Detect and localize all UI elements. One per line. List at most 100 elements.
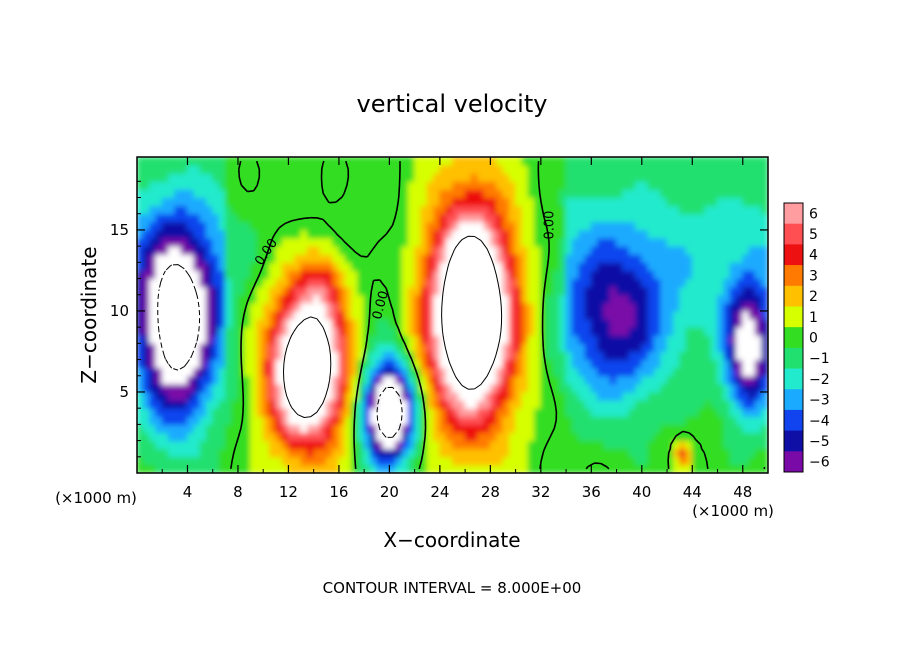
- heatmap-cell: [616, 205, 624, 215]
- heatmap-cell: [565, 261, 573, 271]
- heatmap-cell: [224, 448, 233, 458]
- heatmap-cell: [647, 440, 655, 450]
- heatmap-cell: [149, 448, 157, 458]
- heatmap-cell: [363, 269, 371, 280]
- heatmap-cell: [433, 221, 441, 231]
- heatmap-cell: [363, 188, 371, 199]
- heatmap-cell: [477, 383, 485, 393]
- heatmap-cell: [205, 367, 214, 377]
- heatmap-cell: [710, 415, 719, 425]
- heatmap-cell: [521, 448, 529, 458]
- heatmap-cell: [590, 448, 599, 458]
- heatmap-cell: [142, 294, 151, 304]
- heatmap-cell: [205, 269, 214, 280]
- heatmap-cell: [388, 448, 397, 458]
- heatmap-cell: [313, 342, 321, 352]
- heatmap-cell: [496, 253, 504, 263]
- heatmap-cell: [508, 302, 517, 312]
- heatmap-cell: [748, 326, 756, 336]
- heatmap-cell: [205, 456, 214, 466]
- heatmap-cell: [641, 350, 649, 361]
- heatmap-cell: [470, 286, 479, 296]
- heatmap-cell: [426, 221, 435, 231]
- heatmap-cell: [653, 261, 662, 271]
- heatmap-cell: [559, 157, 567, 166]
- heatmap-cell: [325, 440, 334, 450]
- heatmap-cell: [161, 221, 170, 231]
- heatmap-cell: [388, 229, 397, 239]
- heatmap-cell: [426, 342, 435, 352]
- heatmap-cell: [433, 213, 441, 223]
- heatmap-cell: [489, 407, 498, 417]
- heatmap-cell: [281, 326, 289, 336]
- heatmap-cell: [174, 213, 182, 223]
- heatmap-cell: [502, 164, 510, 174]
- heatmap-cell: [666, 294, 674, 304]
- heatmap-cell: [300, 188, 308, 199]
- heatmap-cell: [647, 359, 655, 369]
- heatmap-cell: [584, 391, 592, 401]
- heatmap-cell: [660, 188, 668, 199]
- heatmap-cell: [748, 197, 756, 207]
- heatmap-cell: [149, 334, 157, 344]
- heatmap-cell: [237, 399, 245, 409]
- heatmap-cell: [679, 302, 687, 312]
- heatmap-cell: [660, 245, 668, 255]
- heatmap-cell: [622, 423, 630, 433]
- heatmap-cell: [748, 237, 756, 247]
- heatmap-cell: [243, 326, 252, 336]
- heatmap-cell: [275, 407, 283, 417]
- heatmap-cell: [710, 229, 719, 239]
- heatmap-cell: [571, 294, 580, 304]
- heatmap-cell: [647, 448, 655, 458]
- heatmap-cell: [647, 302, 655, 312]
- heatmap-cell: [534, 456, 542, 466]
- heatmap-cell: [710, 342, 719, 352]
- heatmap-cell: [742, 464, 750, 473]
- heatmap-cell: [224, 342, 233, 352]
- heatmap-cell: [672, 464, 681, 473]
- y-tick-label: 5: [119, 383, 129, 401]
- heatmap-cell: [698, 245, 706, 255]
- heatmap-cell: [717, 383, 725, 393]
- heatmap-cell: [262, 310, 271, 320]
- heatmap-cell: [363, 172, 371, 182]
- heatmap-cell: [287, 375, 296, 385]
- contour-interval-note: CONTOUR INTERVAL = 8.000E+00: [323, 579, 582, 597]
- heatmap-cell: [483, 157, 491, 166]
- heatmap-cell: [212, 269, 220, 280]
- heatmap-cell: [597, 302, 605, 312]
- heatmap-cell: [717, 205, 725, 215]
- heatmap-cell: [458, 302, 466, 312]
- heatmap-cell: [571, 180, 580, 190]
- heatmap-cell: [458, 464, 466, 473]
- heatmap-cell: [590, 456, 599, 466]
- heatmap-cell: [137, 448, 144, 458]
- heatmap-cell: [319, 415, 327, 425]
- heatmap-cell: [237, 213, 245, 223]
- heatmap-cell: [489, 302, 498, 312]
- heatmap-cell: [180, 269, 188, 280]
- heatmap-cell: [388, 423, 397, 433]
- heatmap-cell: [496, 448, 504, 458]
- heatmap-cell: [445, 302, 453, 312]
- heatmap-cell: [363, 164, 371, 174]
- heatmap-cell: [508, 359, 517, 369]
- x-tick-label: 44: [683, 483, 702, 501]
- heatmap-cell: [300, 294, 308, 304]
- heatmap-cell: [603, 383, 611, 393]
- heatmap-cell: [723, 286, 731, 296]
- heatmap-cell: [357, 399, 365, 409]
- heatmap-cell: [344, 310, 353, 320]
- heatmap-cell: [193, 342, 201, 352]
- heatmap-cell: [660, 278, 668, 288]
- heatmap-cell: [193, 157, 201, 166]
- heatmap-cell: [168, 205, 176, 215]
- heatmap-cell: [754, 172, 763, 182]
- heatmap-cell: [735, 399, 744, 409]
- heatmap-cell: [698, 157, 706, 166]
- heatmap-cell: [231, 302, 239, 312]
- heatmap-cell: [748, 172, 756, 182]
- heatmap-cell: [212, 229, 220, 239]
- heatmap-cell: [546, 334, 554, 344]
